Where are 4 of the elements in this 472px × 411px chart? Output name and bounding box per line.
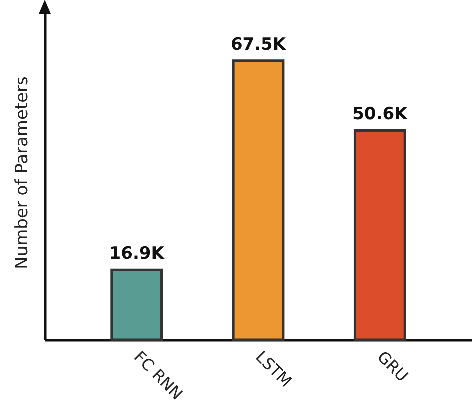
data-label: 67.5K [230, 34, 287, 55]
y-axis-title: Number of Parameters [12, 76, 32, 270]
data-label: 50.6K [352, 104, 409, 125]
data-label: 16.9K [109, 244, 166, 264]
